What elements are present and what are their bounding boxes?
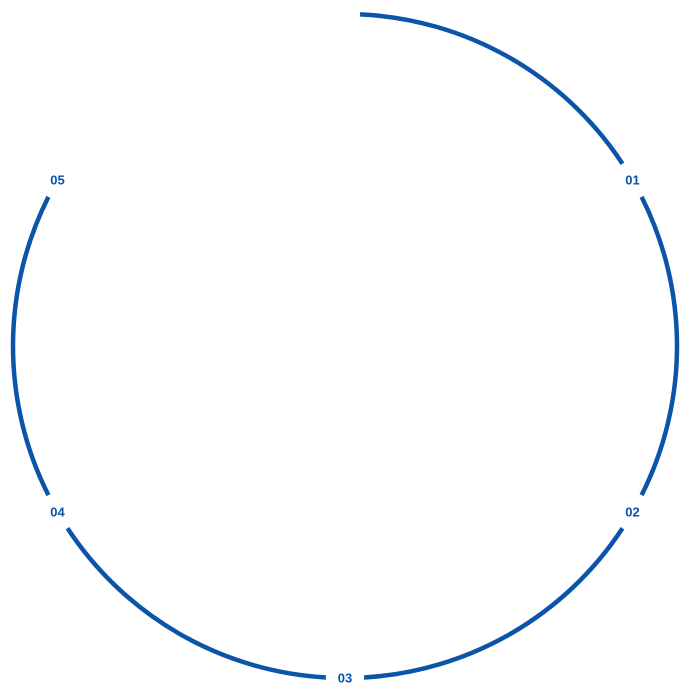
ring-segment-1 (359, 12, 625, 165)
ring-segment-2 (639, 195, 680, 497)
ring-segment-4 (65, 527, 327, 680)
ring-segment-3 (363, 527, 625, 680)
ring-label-05: 05 (50, 173, 64, 188)
ring-segment-5 (10, 195, 51, 497)
ring-label-02: 02 (625, 505, 639, 520)
ring-label-04: 04 (50, 505, 65, 520)
ring-label-01: 01 (625, 173, 639, 188)
ring-label-03: 03 (338, 671, 352, 686)
